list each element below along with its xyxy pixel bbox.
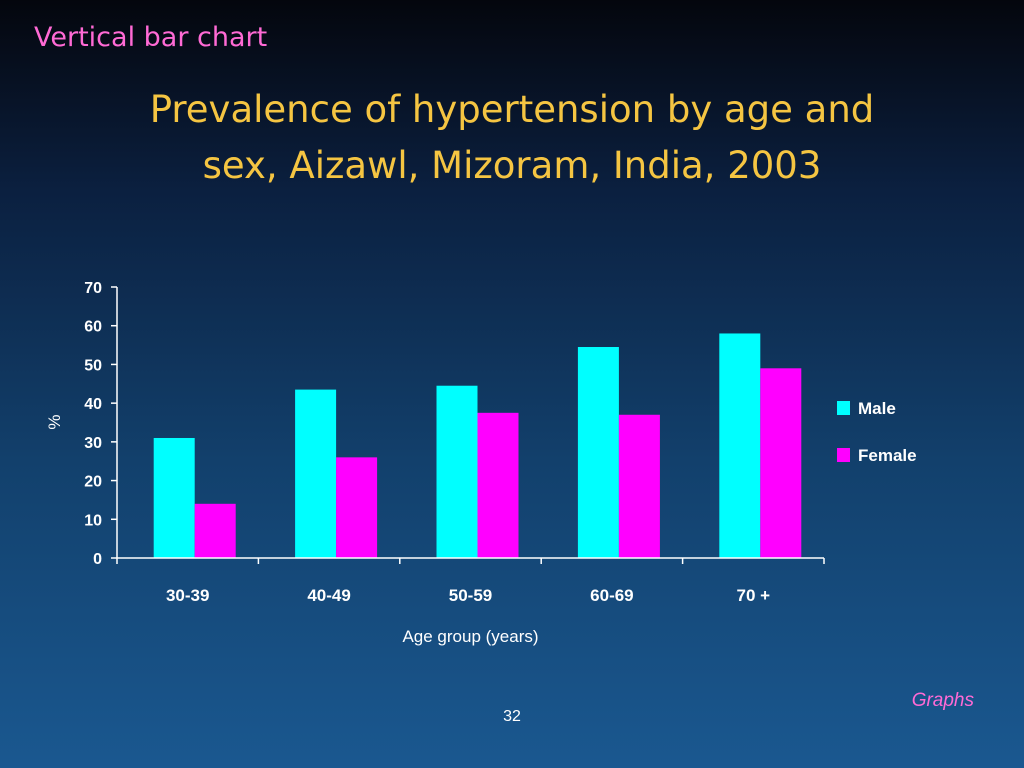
- y-axis-title: %: [45, 414, 64, 429]
- page-number: 32: [503, 708, 521, 725]
- x-category-label: 60-69: [590, 586, 633, 605]
- legend-swatch-male: [837, 401, 850, 415]
- bar-male-3: [436, 385, 478, 558]
- slide-title-line-1: Prevalence of hypertension by age and: [149, 88, 875, 131]
- y-tick-label: 40: [84, 396, 102, 413]
- y-tick-label: 30: [84, 435, 102, 452]
- slide-title: Prevalence of hypertension by age and se…: [0, 82, 1024, 194]
- bars-layer: [153, 333, 802, 558]
- y-tick-label: 0: [93, 551, 102, 568]
- x-category-label: 50-59: [449, 586, 492, 605]
- axes-layer: [111, 286, 825, 564]
- slide-label: Vertical bar chart: [34, 22, 268, 53]
- slide-title-line-2: sex, Aizawl, Mizoram, India, 2003: [202, 144, 822, 187]
- bar-female-5: [760, 368, 802, 558]
- x-category-label: 40-49: [307, 586, 350, 605]
- y-tick-label: 10: [84, 512, 102, 529]
- y-tick-label: 60: [84, 319, 102, 336]
- labels-layer: 0 10 20 30 40 50 60 70 30-39 40-49 50-59 60-69 70 + A…: [45, 280, 770, 646]
- legend: Male Female: [837, 399, 917, 465]
- legend-label-female: Female: [858, 446, 917, 465]
- y-tick-label: 50: [84, 357, 102, 374]
- y-tick-label: 20: [84, 474, 102, 491]
- bar-female-4: [618, 414, 660, 558]
- y-tick-label: 70: [84, 280, 102, 297]
- x-axis-title: Age group (years): [402, 627, 538, 646]
- x-category-label: 70 +: [737, 586, 771, 605]
- bar-male-5: [719, 333, 761, 558]
- legend-label-male: Male: [858, 399, 896, 418]
- legend-swatch-female: [837, 448, 850, 462]
- bar-male-4: [577, 347, 619, 558]
- bar-male-2: [295, 389, 337, 558]
- bar-female-2: [336, 457, 378, 558]
- bar-female-3: [477, 412, 519, 558]
- bar-male-1: [153, 437, 195, 558]
- footer-tag: Graphs: [911, 690, 974, 711]
- bar-female-1: [194, 503, 236, 558]
- x-category-label: 30-39: [166, 586, 209, 605]
